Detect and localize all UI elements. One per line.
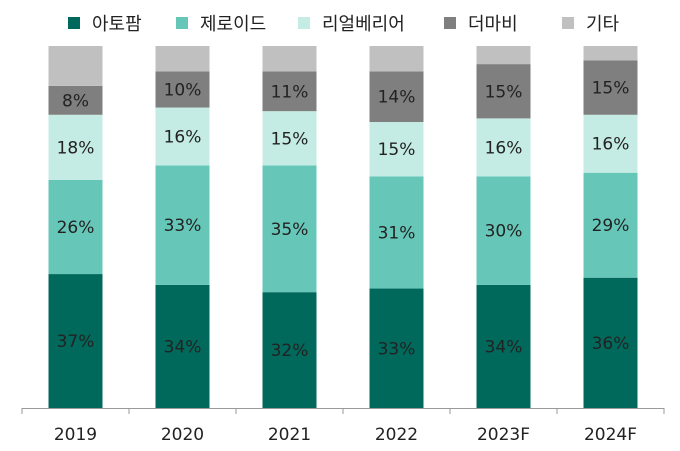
data-label: 11% <box>271 82 309 102</box>
data-label: 34% <box>164 337 202 357</box>
data-label: 29% <box>592 216 630 236</box>
data-label: 31% <box>378 223 416 243</box>
x-axis: 2019 2020 2021 2022 2023F 2024F <box>21 408 665 445</box>
data-label: 15% <box>271 129 309 149</box>
legend-swatch <box>444 17 456 29</box>
bar-segment-2023F-0 <box>476 284 531 408</box>
bar-segment-2020-1 <box>155 165 210 285</box>
legend-item: 리얼베리어 <box>298 14 405 35</box>
bar-segment-2021-2 <box>262 111 317 166</box>
bar-segment-2020-2 <box>155 107 210 166</box>
legend-swatch <box>562 17 574 29</box>
legend-swatch <box>68 17 80 29</box>
data-label: 34% <box>485 337 523 357</box>
legend-label: 제로이드 <box>200 14 266 35</box>
legend-swatch <box>176 17 188 29</box>
bar-stack-2023F: 34% 30% 16% 15% <box>476 46 531 408</box>
data-label: 15% <box>378 140 416 160</box>
legend-item: 더마비 <box>444 14 518 35</box>
bar-segment-2020-3 <box>155 71 210 108</box>
bar-segment-2019-0 <box>48 274 103 408</box>
data-label: 10% <box>164 80 202 100</box>
data-label: 33% <box>164 216 202 236</box>
bar-stack-2020: 34% 33% 16% 10% <box>155 46 210 408</box>
legend-swatch <box>298 17 310 29</box>
bar-segment-2024F-2 <box>583 114 638 173</box>
data-label: 26% <box>57 218 95 238</box>
bar-stack-2019: 37% 26% 18% 8% <box>48 46 103 408</box>
bar-segment-2019-4 <box>48 46 103 86</box>
bar-stack-2022: 33% 31% 15% 14% <box>369 46 424 408</box>
bar-segment-2020-0 <box>155 284 210 408</box>
bar-segment-2022-4 <box>369 46 424 72</box>
legend-item: 아토팜 <box>68 14 142 35</box>
legend-item: 제로이드 <box>176 14 266 35</box>
bar-segment-2021-0 <box>262 292 317 408</box>
bar-segment-2022-3 <box>369 71 424 123</box>
data-label: 30% <box>485 222 523 242</box>
legend-label: 리얼베리어 <box>322 14 405 35</box>
bar-segment-2021-4 <box>262 46 317 72</box>
data-label: 37% <box>57 332 95 352</box>
bar-segment-2020-4 <box>155 46 210 72</box>
x-tick-label: 2020 <box>161 425 204 445</box>
bar-segment-2023F-1 <box>476 176 531 285</box>
legend: 아토팜 제로이드 리얼베리어 더마비 기타 <box>68 14 620 35</box>
bar-stack-2024F: 36% 29% 16% 15% <box>583 46 638 408</box>
data-label: 14% <box>378 88 416 108</box>
bar-segment-2023F-4 <box>476 46 531 65</box>
x-tick-label: 2021 <box>268 425 311 445</box>
data-label: 16% <box>164 128 202 148</box>
legend-item: 기타 <box>562 14 620 35</box>
bar-segment-2019-3 <box>48 85 103 115</box>
bar-segment-2023F-2 <box>476 118 531 177</box>
data-label: 36% <box>592 334 630 354</box>
data-label: 15% <box>592 79 630 99</box>
bar-segment-2024F-4 <box>583 46 638 61</box>
legend-label: 기타 <box>586 14 620 35</box>
data-label: 16% <box>592 135 630 155</box>
bar-segment-2022-2 <box>369 122 424 177</box>
bar-segment-2022-0 <box>369 288 424 408</box>
bar-segment-2024F-0 <box>583 277 638 408</box>
data-label: 32% <box>271 341 309 361</box>
bar-segment-2022-1 <box>369 176 424 289</box>
x-tick-label: 2024F <box>584 425 637 445</box>
data-label: 8% <box>62 91 89 111</box>
bar-segment-2019-1 <box>48 179 103 275</box>
x-tick-label: 2019 <box>54 425 97 445</box>
legend-label: 아토팜 <box>92 14 142 35</box>
data-label: 18% <box>57 138 95 158</box>
data-label: 15% <box>485 82 523 102</box>
x-tick-label: 2023F <box>477 425 530 445</box>
bar-segment-2023F-3 <box>476 64 531 119</box>
bar-segment-2021-1 <box>262 165 317 293</box>
legend-label: 더마비 <box>468 14 518 35</box>
data-label: 35% <box>271 220 309 240</box>
bars: 37% 26% 18% 8% 34% 33% 16% 10% 32% 35% 15% 11% 33% 31… <box>48 46 638 408</box>
bar-segment-2021-3 <box>262 71 317 112</box>
bar-segment-2024F-1 <box>583 172 638 278</box>
bar-segment-2024F-3 <box>583 60 638 115</box>
x-tick-label: 2022 <box>375 425 418 445</box>
bar-segment-2019-2 <box>48 114 103 180</box>
data-label: 33% <box>378 339 416 359</box>
bar-stack-2021: 32% 35% 15% 11% <box>262 46 317 408</box>
data-label: 16% <box>485 138 523 158</box>
